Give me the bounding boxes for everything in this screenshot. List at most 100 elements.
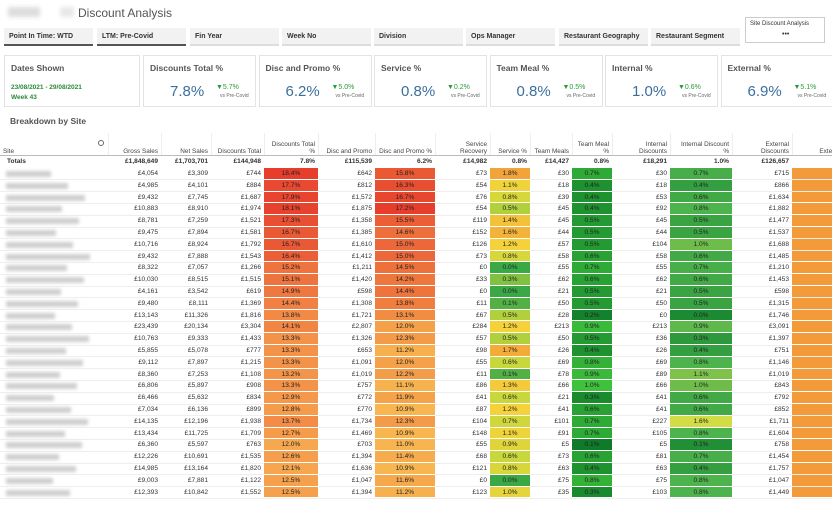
heat-cell: 1.4% [490, 215, 530, 227]
site-name-blurred [6, 182, 68, 189]
table-cell: £9,432 [137, 193, 158, 201]
table-cell: £1,412 [351, 252, 372, 260]
search-icon[interactable] [98, 140, 104, 146]
table-cell: £1,420 [351, 276, 372, 284]
heat-cell: 12.3% [375, 333, 435, 345]
heat-cell: 0.3% [572, 486, 612, 499]
filter-box[interactable]: Restaurant Geography [559, 28, 648, 46]
sheet-button[interactable]: Site Discount Analysis ••• [745, 17, 825, 43]
heat-cell: 15.8% [375, 168, 435, 180]
app-title: Discount Analysis [78, 6, 173, 20]
heat-cell: 0.1% [490, 368, 530, 381]
table-cell: £9,333 [187, 335, 208, 343]
heat-cell: 0.5% [490, 333, 530, 345]
heat-cell: 0.4% [572, 345, 612, 357]
table-cell: £1,146 [768, 358, 789, 366]
table-cell: £121 [472, 465, 487, 472]
table-cell: £69 [557, 358, 569, 366]
table-title: Breakdown by Site [10, 116, 87, 126]
site-name-blurred [6, 359, 83, 366]
external-disc-cell [792, 356, 832, 368]
kpi-note: vs Pre-Covid [335, 93, 365, 99]
heat-cell: 0.7% [572, 427, 612, 440]
site-name-blurred [6, 489, 70, 496]
totals-cell: £14,427 [545, 158, 569, 165]
table-cell: £5,855 [137, 347, 158, 354]
table-cell: £14,135 [134, 417, 158, 425]
filter-box[interactable]: Restaurant Segment [651, 28, 740, 46]
table-cell: £1,757 [768, 465, 789, 472]
table-cell: £3,542 [187, 288, 208, 295]
site-name-blurred [6, 466, 76, 472]
heat-cell: 1.6% [490, 227, 530, 239]
table-cell: £152 [472, 229, 487, 236]
site-name-blurred [6, 336, 89, 343]
logo [8, 7, 40, 17]
filter-box[interactable]: Point In Time: WTD [4, 28, 93, 46]
table-cell: £0 [479, 288, 487, 295]
heat-cell: 1.1% [490, 427, 530, 440]
heat-cell: 15.0% [375, 250, 435, 263]
table-cell: £13,143 [134, 311, 158, 319]
table-cell: £23,439 [134, 323, 158, 331]
totals-cell: £1,703,701 [174, 158, 208, 165]
heat-cell: 0.7% [670, 451, 732, 463]
heat-cell: 0.4% [572, 191, 612, 204]
column-header: Site [3, 148, 15, 155]
heat-cell: 0.8% [572, 474, 612, 487]
external-disc-cell [792, 427, 832, 439]
totals-cell: £126,657 [761, 158, 789, 165]
dates-week: Week 43 [11, 94, 37, 101]
site-name-blurred [6, 395, 54, 402]
table-cell: £53 [655, 193, 667, 201]
heat-cell: 12.8% [264, 404, 318, 416]
heat-cell: 11.2% [375, 345, 435, 357]
site-name-blurred [6, 312, 55, 319]
table-cell: £57 [557, 240, 569, 248]
header-rule [0, 155, 832, 156]
table-cell: £213 [652, 323, 667, 331]
kpi-card: Team Meal % 0.8% ▼0.5% vs Pre-Covid [489, 55, 603, 107]
filter-box[interactable]: Fin Year [190, 28, 279, 46]
filter-box[interactable]: LTM: Pre-Covid [97, 28, 186, 46]
table-cell: £1,875 [351, 205, 372, 213]
table-cell: £1,734 [351, 417, 372, 425]
heat-cell: 0.9% [572, 368, 612, 381]
table-cell: £1,709 [240, 429, 261, 437]
table-cell: £76 [475, 193, 487, 201]
heat-cell: 10.9% [375, 404, 435, 416]
table-cell: £55 [655, 264, 667, 272]
kpi-title: Team Meal % [496, 63, 550, 73]
table-cell: £3,091 [768, 323, 789, 331]
table-cell: £55 [475, 358, 487, 366]
table-cell: £866 [774, 181, 789, 189]
filter-box[interactable]: Ops Manager [466, 28, 555, 46]
heat-cell: 0.3% [490, 274, 530, 286]
heat-cell: 0.9% [572, 321, 612, 334]
filter-box[interactable]: Division [374, 28, 463, 46]
table-cell: £1,433 [240, 335, 261, 343]
table-cell: £66 [557, 382, 569, 390]
table-cell: £1,215 [240, 358, 261, 366]
filter-box[interactable]: Week No [282, 28, 371, 46]
external-disc-cell [792, 486, 832, 498]
heat-cell: 0.5% [572, 297, 612, 310]
external-disc-cell [792, 309, 832, 321]
table-cell: £3,309 [187, 170, 208, 177]
heat-cell: 14.1% [264, 321, 318, 334]
kpi-change: ▼0.6% [678, 84, 701, 91]
table-cell: £758 [774, 441, 789, 449]
table-cell: £50 [557, 299, 569, 307]
table-cell: £12,393 [134, 488, 158, 496]
heat-cell: 0.7% [572, 168, 612, 180]
table-cell: £75 [655, 476, 667, 484]
heat-cell: 1.2% [490, 404, 530, 416]
table-cell: £1,572 [351, 193, 372, 201]
kpi-change: ▼0.5% [562, 84, 586, 91]
column-header: Discounts Total % [264, 133, 318, 155]
totals-cell: £144,948 [233, 158, 261, 165]
external-disc-cell [792, 179, 832, 191]
heat-cell: 0.5% [572, 215, 612, 227]
table-cell: £1,792 [240, 240, 261, 248]
heat-cell: 0.7% [670, 262, 732, 275]
